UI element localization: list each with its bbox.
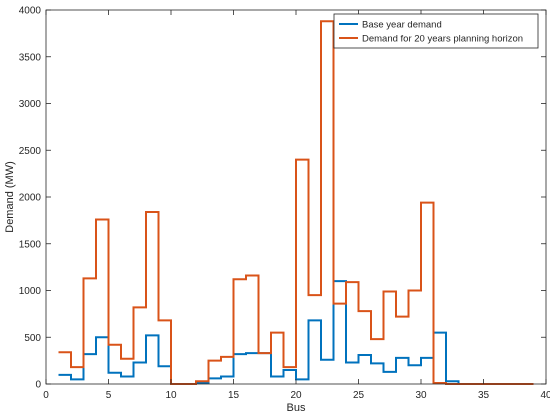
y-axis-label: Demand (MW) [4,161,16,233]
x-tick-label: 10 [165,390,177,401]
y-tick-label: 4000 [19,6,42,17]
legend: Base year demand Demand for 20 years pla… [333,13,539,49]
x-tick-label: 35 [478,390,490,401]
x-tick-label: 40 [540,390,550,401]
series-line-0 [58,280,534,385]
x-tick-label: 15 [228,390,240,401]
y-tick-label: 1000 [19,286,42,297]
x-tick-label: 30 [415,390,427,401]
x-axis-label: Bus [287,402,306,414]
y-tick-label: 2000 [19,193,42,204]
legend-label-20-year-horizon: Demand for 20 years planning horizon [362,34,523,45]
y-tick-label: 2500 [19,146,42,157]
x-tick-label: 5 [106,390,112,401]
series-line-1 [58,20,534,385]
y-tick-label: 1500 [19,239,42,250]
y-tick-label: 0 [35,380,41,391]
y-tick-label: 500 [24,333,41,344]
series-layer [58,20,534,385]
legend-label-base-year: Base year demand [362,20,442,31]
x-tick-label: 0 [43,390,49,401]
y-tick-label: 3500 [19,52,42,63]
x-tick-label: 25 [353,390,365,401]
y-tick-label: 3000 [19,99,42,110]
x-tick-label: 20 [290,390,302,401]
legend-box [333,13,539,49]
